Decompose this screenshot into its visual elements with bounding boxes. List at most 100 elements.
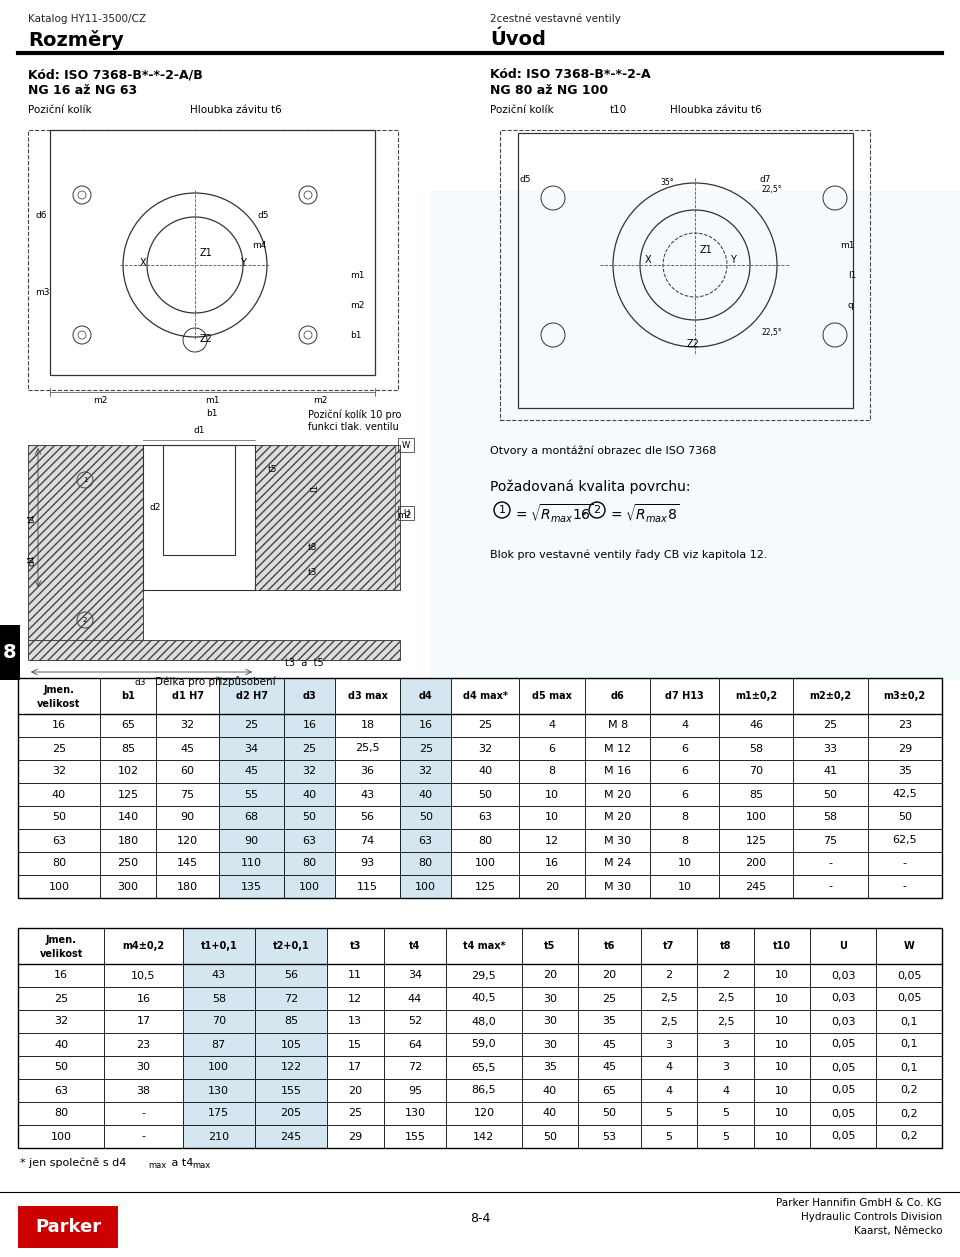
Text: t8: t8 (720, 941, 732, 952)
Text: 70: 70 (212, 1017, 226, 1027)
Text: 80: 80 (478, 836, 492, 846)
Bar (28, 445, 143, 640)
Text: 1: 1 (498, 505, 506, 515)
Text: Kód: ISO 7368-B*-*-2-A: Kód: ISO 7368-B*-*-2-A (490, 68, 651, 80)
Text: 32: 32 (54, 1017, 68, 1027)
Text: 0,05: 0,05 (831, 1131, 855, 1141)
Text: 55: 55 (245, 789, 258, 799)
Text: 59,0: 59,0 (471, 1040, 496, 1050)
Text: 25: 25 (52, 743, 66, 753)
Text: 50: 50 (478, 789, 492, 799)
Text: max: max (192, 1161, 210, 1170)
Text: Hloubka závitu t6: Hloubka závitu t6 (670, 106, 761, 114)
Text: d4 max*: d4 max* (463, 691, 508, 701)
Text: 40,5: 40,5 (471, 993, 496, 1003)
Text: 4: 4 (548, 720, 556, 730)
Text: Hydraulic Controls Division: Hydraulic Controls Division (801, 1212, 942, 1222)
Text: 0,05: 0,05 (897, 970, 922, 980)
Text: 1: 1 (83, 476, 87, 483)
Text: 22,5°: 22,5° (762, 328, 782, 337)
Text: Úvod: Úvod (490, 30, 546, 49)
Text: m1: m1 (204, 396, 219, 405)
Text: 58: 58 (212, 993, 226, 1003)
Text: 16: 16 (52, 720, 66, 730)
Text: -: - (902, 859, 907, 869)
Text: 142: 142 (473, 1131, 494, 1141)
Text: 45: 45 (180, 743, 195, 753)
Text: 29,5: 29,5 (471, 970, 496, 980)
Text: 32: 32 (419, 767, 433, 777)
Text: 40: 40 (478, 767, 492, 777)
Text: 125: 125 (117, 789, 138, 799)
Text: Z2: Z2 (200, 334, 213, 344)
Text: 100: 100 (48, 881, 69, 891)
Text: 2,5: 2,5 (660, 993, 678, 1003)
Text: 63: 63 (478, 812, 492, 822)
Text: b1: b1 (350, 331, 362, 339)
Text: 90: 90 (180, 812, 195, 822)
Bar (28, 129, 398, 390)
Text: 100: 100 (746, 812, 766, 822)
Text: Poziční kolík: Poziční kolík (28, 106, 91, 114)
Text: M 30: M 30 (604, 836, 631, 846)
Text: M 30: M 30 (604, 881, 631, 891)
Text: 40: 40 (542, 1109, 557, 1119)
Bar (219, 678, 284, 897)
Text: t3: t3 (308, 568, 318, 577)
Text: 30: 30 (542, 1017, 557, 1027)
Text: 135: 135 (241, 881, 262, 891)
Text: 33: 33 (824, 743, 837, 753)
Bar (500, 129, 870, 420)
Text: 155: 155 (404, 1131, 425, 1141)
Text: 0,1: 0,1 (900, 1040, 918, 1050)
Text: M 20: M 20 (604, 812, 632, 822)
Text: 50: 50 (824, 789, 837, 799)
Text: 20: 20 (545, 881, 560, 891)
Text: NG 16 až NG 63: NG 16 až NG 63 (28, 84, 137, 97)
Text: d2 H7: d2 H7 (235, 691, 268, 701)
Text: Blok pro vestavné ventily řady CB viz kapitola 12.: Blok pro vestavné ventily řady CB viz ka… (490, 551, 767, 561)
Text: 2cestné vestavné ventily: 2cestné vestavné ventily (490, 14, 621, 24)
Text: 40: 40 (52, 789, 66, 799)
Text: 0,03: 0,03 (831, 993, 855, 1003)
Text: 25: 25 (478, 720, 492, 730)
Text: t8: t8 (308, 543, 318, 552)
Text: m1: m1 (350, 272, 365, 280)
Text: 8-4: 8-4 (469, 1212, 491, 1226)
Text: 100: 100 (474, 859, 495, 869)
Text: d3: d3 (302, 691, 317, 701)
Text: 130: 130 (208, 1086, 229, 1096)
Text: 35: 35 (603, 1017, 616, 1027)
Text: 0,1: 0,1 (900, 1062, 918, 1072)
Text: 130: 130 (404, 1109, 425, 1119)
Text: d5: d5 (520, 175, 532, 184)
Bar (430, 190, 960, 680)
Bar (18, 678, 942, 897)
Text: 30: 30 (542, 993, 557, 1003)
Text: 8: 8 (681, 836, 688, 846)
Text: 56: 56 (284, 970, 298, 980)
Text: 16: 16 (419, 720, 433, 730)
Text: 15: 15 (348, 1040, 362, 1050)
Text: Z1: Z1 (700, 245, 712, 255)
Text: 50: 50 (898, 812, 912, 822)
Text: 23: 23 (898, 720, 912, 730)
Text: 16: 16 (545, 859, 559, 869)
Text: Rozměry: Rozměry (28, 30, 124, 50)
Text: M 16: M 16 (604, 767, 631, 777)
Text: 10: 10 (545, 789, 559, 799)
Text: 20: 20 (602, 970, 616, 980)
Text: m4±0,2: m4±0,2 (123, 941, 164, 952)
Text: -: - (141, 1131, 146, 1141)
Text: Katalog HY11-3500/CZ: Katalog HY11-3500/CZ (28, 14, 146, 24)
Text: 50: 50 (52, 812, 66, 822)
Text: 4: 4 (722, 1086, 729, 1096)
Text: 35°: 35° (660, 178, 674, 187)
Text: velikost: velikost (37, 699, 81, 709)
Text: 30: 30 (542, 1040, 557, 1050)
Text: $= \sqrt{R_{max}8}$: $= \sqrt{R_{max}8}$ (608, 502, 680, 524)
Text: 6: 6 (681, 743, 688, 753)
Text: 80: 80 (52, 859, 66, 869)
Text: 74: 74 (361, 836, 374, 846)
Text: M 12: M 12 (604, 743, 632, 753)
